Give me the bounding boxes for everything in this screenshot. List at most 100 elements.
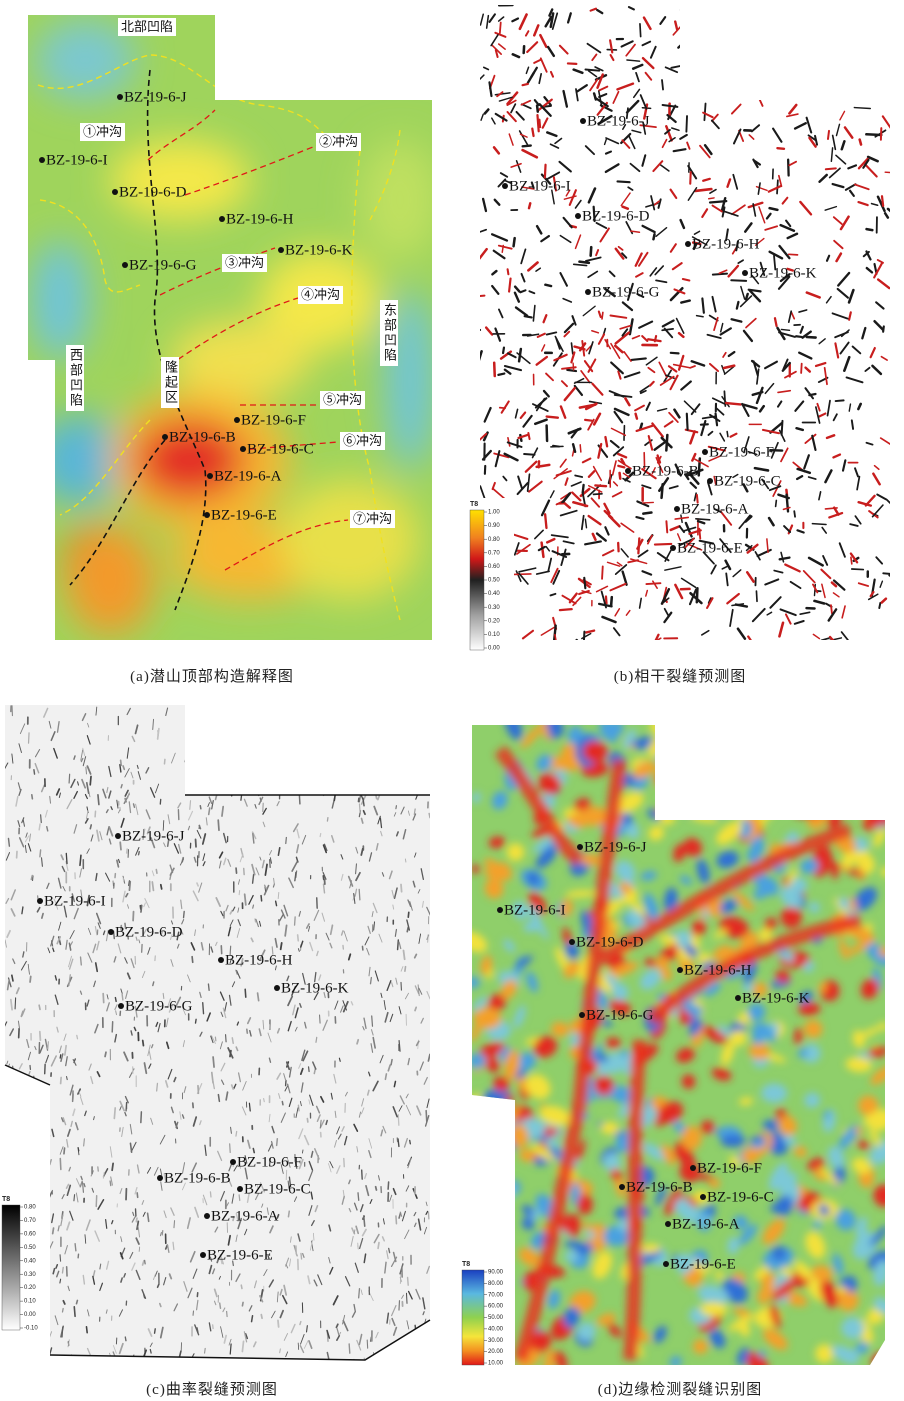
colorbar-tick-label: -0.10 — [24, 1326, 38, 1332]
shade-blob — [772, 723, 791, 742]
texture-stroke — [221, 783, 223, 789]
well-label: BZ-19-6-I — [504, 902, 566, 918]
texture-stroke — [866, 40, 874, 48]
texture-stroke — [502, 245, 503, 252]
texture-stroke — [14, 1182, 17, 1188]
texture-stroke — [398, 940, 399, 950]
well-label: BZ-19-6-G — [129, 257, 197, 273]
well-label: BZ-19-6-G — [586, 1007, 654, 1023]
colorbar-tick-label: 0.50 — [24, 1245, 36, 1251]
texture-stroke — [773, 8, 783, 18]
shade-blob — [808, 788, 836, 808]
shade-blob — [875, 717, 897, 739]
colorbar-tick-label: 1.00 — [488, 510, 500, 516]
well-dot — [207, 473, 213, 479]
well-label: BZ-19-6-E — [677, 540, 743, 556]
map-c — [0, 700, 440, 1370]
well-dot — [677, 967, 683, 973]
texture-stroke — [39, 824, 40, 830]
texture-stroke — [185, 755, 189, 762]
colorbar-title: T8 — [2, 1196, 10, 1203]
texture-stroke — [889, 69, 900, 73]
texture-stroke — [197, 883, 198, 886]
texture-stroke — [332, 716, 334, 721]
well-dot — [118, 1003, 124, 1009]
texture-stroke — [13, 1123, 16, 1132]
well-label: BZ-19-6-B — [169, 429, 236, 445]
texture-stroke — [786, 92, 798, 98]
texture-stroke — [850, 86, 852, 96]
texture-stroke — [80, 855, 81, 865]
texture-stroke — [721, 56, 731, 68]
texture-stroke — [727, 432, 728, 437]
texture-stroke — [115, 998, 116, 1002]
well-label: BZ-19-6-F — [237, 1154, 302, 1170]
texture-stroke — [253, 733, 254, 738]
texture-stroke — [867, 229, 873, 230]
texture-stroke — [174, 1221, 175, 1228]
well-dot — [204, 512, 210, 518]
colorbar-tick-label: 60.00 — [488, 1304, 504, 1310]
texture-stroke — [359, 804, 360, 812]
texture-stroke — [831, 605, 832, 613]
texture-stroke — [77, 1035, 78, 1038]
texture-stroke — [302, 745, 305, 754]
texture-stroke — [258, 993, 259, 1001]
shade-blob — [869, 796, 887, 815]
texture-stroke — [278, 1320, 279, 1327]
well-label: BZ-19-6-D — [582, 208, 650, 224]
texture-stroke — [60, 1159, 61, 1170]
shade-blob — [654, 768, 680, 785]
texture-stroke — [77, 1300, 78, 1303]
well-label: BZ-19-6-A — [681, 501, 749, 517]
texture-stroke — [826, 168, 836, 169]
shade-blob — [110, 140, 250, 220]
texture-stroke — [396, 1216, 397, 1224]
texture-stroke — [831, 76, 835, 91]
colorbar-tick-label: 50.00 — [488, 1315, 504, 1321]
well-dot — [200, 1252, 206, 1258]
texture-stroke — [585, 69, 599, 70]
texture-stroke — [803, 81, 810, 92]
well-label: BZ-19-6-E — [211, 507, 277, 523]
texture-stroke — [851, 87, 855, 93]
map-b — [470, 0, 902, 658]
well-dot — [39, 157, 45, 163]
shade-blob — [841, 747, 868, 776]
texture-stroke — [25, 1359, 26, 1369]
texture-stroke — [136, 1218, 137, 1221]
texture-stroke — [90, 776, 91, 784]
texture-stroke — [797, 13, 809, 18]
well-dot — [674, 506, 680, 512]
texture-stroke — [298, 935, 299, 941]
shade-blob — [360, 140, 440, 260]
texture-stroke — [278, 893, 279, 899]
texture-stroke — [425, 1324, 429, 1334]
texture-stroke — [828, 131, 829, 139]
texture-stroke — [406, 1293, 407, 1303]
colorbar-tick-label: 0.70 — [488, 550, 500, 556]
texture-stroke — [726, 403, 740, 404]
texture-stroke — [396, 1343, 398, 1353]
shade-blob — [813, 777, 827, 791]
texture-stroke — [417, 773, 419, 778]
well-label: BZ-19-6-J — [587, 113, 650, 129]
texture-stroke — [358, 1243, 359, 1248]
shade-blob — [871, 803, 895, 817]
texture-stroke — [190, 801, 191, 810]
shade-blob — [827, 738, 842, 756]
texture-stroke — [74, 756, 75, 759]
texture-stroke — [414, 809, 415, 814]
texture-stroke — [579, 262, 588, 263]
texture-stroke — [203, 1003, 204, 1014]
texture-stroke — [417, 762, 418, 772]
well-dot — [735, 995, 741, 1001]
well-label: BZ-19-6-A — [214, 468, 282, 484]
texture-stroke — [683, 279, 689, 280]
texture-stroke — [125, 1337, 126, 1341]
texture-stroke — [602, 566, 603, 578]
texture-stroke — [697, 78, 705, 88]
texture-stroke — [288, 758, 290, 764]
texture-stroke — [391, 1060, 392, 1065]
texture-stroke — [60, 1255, 61, 1261]
